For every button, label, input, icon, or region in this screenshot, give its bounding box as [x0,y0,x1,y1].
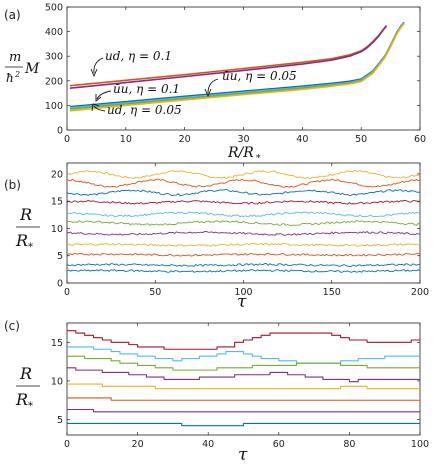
panel-a-series [69,21,405,112]
panel-a-ylabel: m ħ 2 M [5,50,40,85]
annotation-ud-0.05: ud, η = 0.05 [107,103,182,117]
panel-b-ytick-label: 5 [57,251,63,262]
svg-text:R: R [19,364,32,383]
panel-a-ticks: 0 10 20 30 40 50 60 0 100 200 300 400 500 [45,3,426,146]
panel-c-xtick-label: 0 [64,439,70,450]
panel-a-ytick-label: 500 [45,3,63,14]
panel-a-xtick-label: 40 [296,134,308,145]
panel-c-xtick-label: 60 [273,439,285,450]
panel-b-series-line [66,263,421,267]
panel-a-ytick-label: 400 [45,27,63,38]
panel-b-series-line [66,199,421,205]
panel-b-series-line [66,178,421,188]
panel-c-label: (c) [4,319,20,333]
panel-b-series-line [66,211,421,218]
panel-b-ytick-label: 15 [51,197,63,208]
panel-c-xtick-label: 100 [411,439,429,450]
panel-a-xtick-label: 50 [355,134,367,145]
panel-c-xlabel: τ [238,445,248,465]
panel-c-xtick-label: 20 [132,439,144,450]
panel-b: (b) 0 50 100 150 200 0 5 10 15 20 R R * τ [4,162,429,312]
panel-b-ylabel: R R * [15,205,40,253]
panel-a-series-line [69,25,388,89]
panel-a-xtick-label: 30 [237,134,249,145]
panel-a-ytick-label: 100 [45,101,63,112]
panel-b-ticks: 0 50 100 150 200 0 5 10 15 20 [51,163,429,298]
panel-b-series-line [66,269,421,273]
panel-c-ytick-label: 10 [51,376,63,387]
panel-c-series-line [67,397,420,401]
panel-b-xtick-label: 150 [323,287,341,298]
panel-a-ytick-label: 0 [57,126,63,137]
panel-c-series-line [67,346,420,364]
panel-c-xtick-label: 40 [202,439,214,450]
annotation-ubaru-0.05: ūu, η = 0.05 [222,69,297,83]
panel-a-ytick-label: 300 [45,52,63,63]
panel-b-xtick-label: 0 [64,287,70,298]
panel-b-series-line [66,230,421,236]
panel-a-ytick-label: 200 [45,76,63,87]
panel-b-xtick-label: 50 [149,287,161,298]
panel-a-series-line [69,22,405,110]
svg-text:R/R: R/R [227,145,254,161]
svg-text:ħ: ħ [6,71,14,85]
panel-b-ytick-label: 10 [51,224,63,235]
svg-text:R: R [15,390,28,409]
panel-c-series-line [67,383,420,390]
svg-text:R: R [19,205,32,224]
panel-c-xtick-label: 80 [343,439,355,450]
panel-b-series [66,169,421,273]
panel-c: (c) 0 20 40 60 80 100 5 10 15 R R * τ [4,319,429,465]
panel-c-series-line [67,408,420,413]
panel-a-xtick-label: 60 [414,134,426,145]
panel-a: (a) 0 10 20 30 40 50 60 0 100 200 300 400 500 m ħ 2 … [4,3,426,165]
svg-text:M: M [24,61,40,77]
panel-c-series-line [67,355,420,371]
svg-text:*: * [28,401,33,412]
svg-text:2: 2 [14,70,20,79]
panel-b-label: (b) [4,178,21,192]
panel-b-series-line [66,169,421,180]
panel-b-series-line [66,252,421,257]
panel-b-ytick-label: 20 [51,169,63,180]
panel-a-series-line [69,23,405,112]
svg-text:m: m [9,50,21,65]
panel-c-ylabel: R R * [15,364,40,412]
panel-c-ytick-label: 15 [51,338,63,349]
panel-a-xtick-label: 10 [120,134,132,145]
svg-text:R: R [15,231,28,250]
svg-text:*: * [256,154,261,164]
panel-c-series-line [67,367,420,383]
panel-b-xtick-label: 100 [234,287,252,298]
annotation-ubaru-0.1: ūu, η = 0.1 [113,82,180,96]
panel-b-ytick-label: 0 [57,279,63,290]
panel-a-xtick-label: 20 [179,134,191,145]
panel-b-series-line [66,189,420,197]
panel-b-series-line [66,242,421,247]
panel-c-series-line [67,330,420,350]
panel-b-xtick-label: 200 [411,287,429,298]
panel-c-ytick-label: 5 [57,415,63,426]
panel-c-series [67,330,420,427]
panel-a-xlabel: R/R * [227,145,261,164]
panel-c-series-line [67,422,420,427]
panel-b-xlabel: τ [237,292,247,312]
panel-b-series-line [66,220,421,226]
svg-text:*: * [28,242,33,253]
panel-a-label: (a) [4,8,21,22]
panel-a-xtick-label: 0 [64,134,70,145]
annotation-ud-0.1: ud, η = 0.1 [105,49,172,63]
panel-a-annotations: ud, η = 0.1 ūu, η = 0.1 ūu, η = 0.05 ud,… [90,49,297,117]
panel-c-ticks: 0 20 40 60 80 100 5 10 15 [51,323,429,450]
